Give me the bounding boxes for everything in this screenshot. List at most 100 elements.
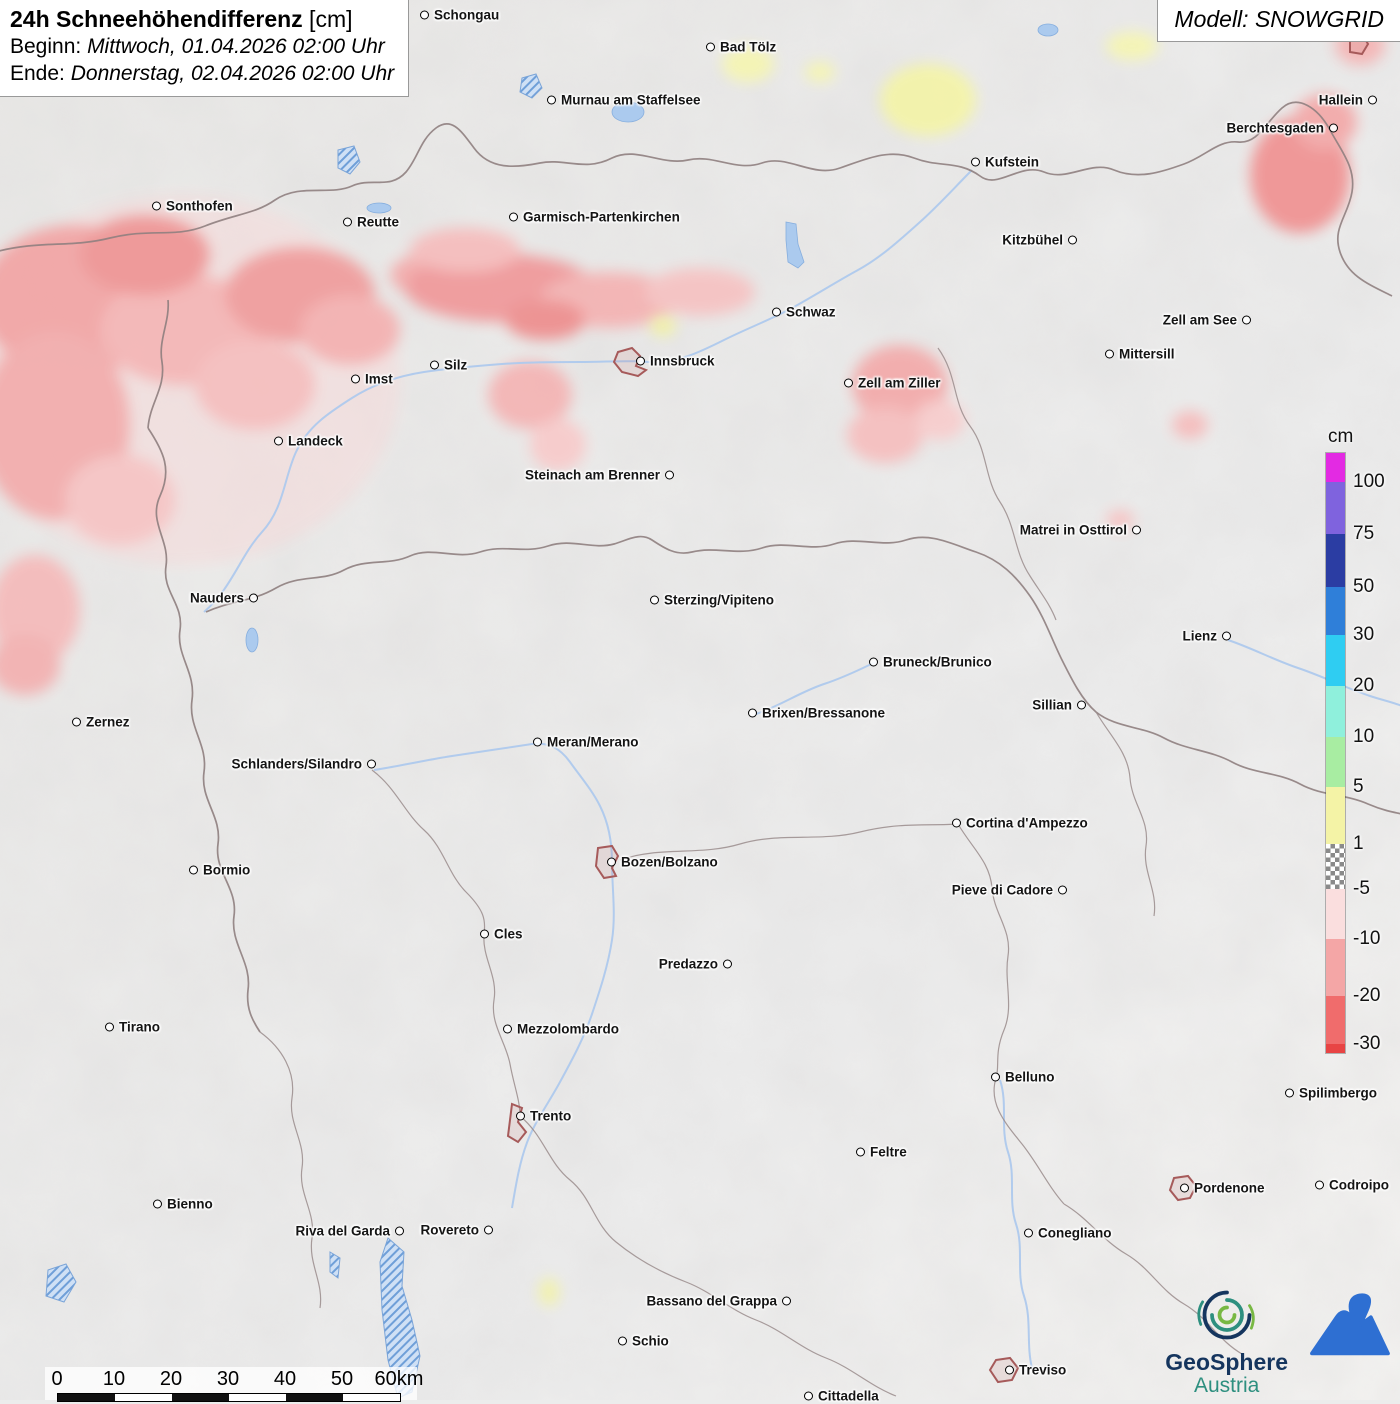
city-marker-icon xyxy=(480,929,489,939)
city-murnau-am-staffelsee: Murnau am Staffelsee xyxy=(547,93,701,108)
city-label: Belluno xyxy=(1005,1069,1055,1085)
city-label: Bruneck/Brunico xyxy=(883,654,992,670)
geosphere-logo-subtext: Austria xyxy=(1193,1373,1260,1397)
city-marker-icon xyxy=(547,95,556,105)
city-tirano: Tirano xyxy=(105,1020,160,1035)
city-hallein: Hallein xyxy=(1319,93,1377,108)
city-marker-icon xyxy=(105,1022,114,1032)
scalebar-label: 0 xyxy=(51,1368,63,1390)
city-marker-icon xyxy=(1242,315,1251,325)
city-marker-icon xyxy=(533,737,542,747)
legend-tick-label: 10 xyxy=(1353,726,1375,747)
city-marker-icon xyxy=(991,1072,1000,1082)
geosphere-logo: GeoSphere Austria xyxy=(1165,1285,1288,1398)
city-marker-icon xyxy=(153,1199,162,1209)
city-marker-icon xyxy=(844,378,853,388)
city-marker-icon xyxy=(618,1336,627,1346)
legend-segment xyxy=(1326,1044,1345,1053)
city-label: Rovereto xyxy=(420,1222,479,1238)
city-marker-icon xyxy=(650,595,659,605)
city-label: Kufstein xyxy=(985,154,1039,170)
snow-decrease-regions xyxy=(0,25,1385,695)
city-schio: Schio xyxy=(618,1334,669,1349)
city-reutte: Reutte xyxy=(343,215,399,230)
city-label: Sterzing/Vipiteno xyxy=(664,592,775,608)
legend-tick-label: -30 xyxy=(1353,1033,1381,1054)
city-marker-icon xyxy=(1180,1183,1189,1193)
legend-tick-label: 5 xyxy=(1353,776,1364,797)
scalebar-label: 20 xyxy=(159,1368,183,1390)
city-codroipo: Codroipo xyxy=(1315,1178,1389,1193)
legend-segment xyxy=(1326,686,1345,737)
city-lienz: Lienz xyxy=(1182,629,1231,644)
city-label: Pieve di Cadore xyxy=(951,882,1053,898)
city-sillian: Sillian xyxy=(1032,698,1086,713)
city-marker-icon xyxy=(971,157,980,167)
legend-tick-label: 50 xyxy=(1353,576,1375,597)
legend-segment xyxy=(1326,939,1345,996)
city-label: Cittadella xyxy=(818,1388,879,1404)
city-marker-icon xyxy=(351,374,360,384)
page-title: 24h Schneehöhendifferenz [cm] xyxy=(10,6,353,32)
city-label: Bienno xyxy=(167,1196,213,1212)
city-marker-icon xyxy=(1222,631,1231,641)
city-brixen-bressanone: Brixen/Bressanone xyxy=(748,706,885,721)
city-garmisch-partenkirchen: Garmisch-Partenkirchen xyxy=(509,210,680,225)
city-marker-icon xyxy=(723,959,732,969)
city-label: Feltre xyxy=(870,1144,907,1160)
city-marker-icon xyxy=(516,1111,525,1121)
city-bad-tolz: Bad Tölz xyxy=(706,40,776,55)
city-marker-icon xyxy=(1068,235,1077,245)
city-label: Pordenone xyxy=(1194,1180,1265,1196)
legend-tick-label: 20 xyxy=(1353,675,1375,696)
city-marker-icon xyxy=(804,1391,813,1401)
city-marker-icon xyxy=(706,42,715,52)
legend-segment xyxy=(1326,534,1345,587)
city-schlanders-silandro: Schlanders/Silandro xyxy=(231,757,376,772)
city-bassano-del-grappa: Bassano del Grappa xyxy=(646,1294,791,1309)
city-treviso: Treviso xyxy=(1005,1363,1066,1378)
legend-tick-label: 100 xyxy=(1353,471,1385,492)
city-bormio: Bormio xyxy=(189,863,250,878)
city-label: Brixen/Bressanone xyxy=(762,705,886,721)
legend-tick-label: 75 xyxy=(1353,523,1375,544)
geosphere-spiral-icon xyxy=(1197,1290,1255,1340)
city-kitzbuhel: Kitzbühel xyxy=(1002,233,1077,248)
city-label: Cortina d'Ampezzo xyxy=(966,815,1088,831)
city-matrei-in-osttirol: Matrei in Osttirol xyxy=(1020,523,1141,538)
city-marker-icon xyxy=(503,1024,512,1034)
city-feltre: Feltre xyxy=(856,1145,907,1160)
city-mezzolombardo: Mezzolombardo xyxy=(503,1022,619,1037)
city-label: Cles xyxy=(494,926,523,942)
scalebar-label: 30 xyxy=(216,1368,240,1390)
city-label: Schlanders/Silandro xyxy=(231,756,362,772)
city-label: Nauders xyxy=(189,590,244,606)
city-label: Meran/Merano xyxy=(547,734,639,750)
scalebar-segment xyxy=(343,1394,400,1401)
city-marker-icon xyxy=(1024,1228,1033,1238)
city-marker-icon xyxy=(1077,700,1086,710)
scalebar-segment xyxy=(115,1394,172,1401)
city-nauders: Nauders xyxy=(190,591,258,606)
city-marker-icon xyxy=(509,212,518,222)
end-datetime: Donnerstag, 02.04.2026 02:00 Uhr xyxy=(70,62,395,86)
city-marker-icon xyxy=(1315,1180,1324,1190)
city-marker-icon xyxy=(952,818,961,828)
city-marker-icon xyxy=(869,657,878,667)
city-bozen-bolzano: Bozen/Bolzano xyxy=(607,855,718,870)
city-label: Mittersill xyxy=(1119,346,1175,362)
city-label: Codroipo xyxy=(1329,1177,1389,1193)
city-label: Riva del Garda xyxy=(295,1223,390,1239)
city-landeck: Landeck xyxy=(274,434,343,449)
color-legend: cm 100 75 50 30 20 10 5 1 -5 -10 -20 -30 xyxy=(1325,426,1385,1054)
city-label: Hallein xyxy=(1318,92,1363,108)
city-pieve-di-cadore: Pieve di Cadore xyxy=(952,883,1067,898)
city-spilimbergo: Spilimbergo xyxy=(1285,1086,1377,1101)
city-pordenone: Pordenone xyxy=(1180,1181,1265,1196)
city-cittadella: Cittadella xyxy=(804,1389,879,1404)
city-schwaz: Schwaz xyxy=(772,305,836,320)
legend-tick-label: -20 xyxy=(1353,985,1381,1006)
legend-segment xyxy=(1326,453,1345,482)
